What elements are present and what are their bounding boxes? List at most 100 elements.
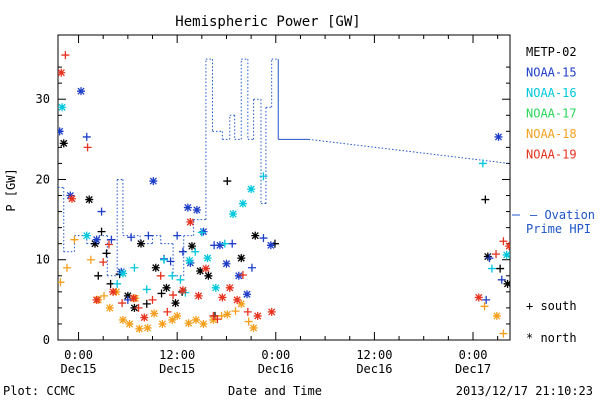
data-point-north: [92, 295, 101, 304]
data-point-north: [150, 309, 159, 318]
data-point-south: [97, 207, 106, 216]
data-point-south: [478, 159, 487, 168]
data-point-north: [186, 258, 195, 267]
data-point-south: [97, 227, 106, 236]
series-noaa-16: [58, 103, 510, 297]
data-point-north: [229, 209, 238, 218]
data-point-north: [85, 195, 94, 204]
data-point-south: [173, 231, 182, 240]
data-point-north: [143, 323, 152, 332]
data-point-north: [135, 324, 144, 333]
data-point-north: [234, 271, 243, 280]
data-point-south: [217, 311, 226, 320]
data-point-north: [130, 303, 139, 312]
data-point-north: [251, 231, 260, 240]
legend-entry-noaa-16: NOAA-16: [526, 86, 577, 100]
data-point-north: [237, 299, 246, 308]
x-tick-label-date: Dec17: [455, 362, 491, 376]
data-point-north: [92, 235, 101, 244]
data-point-south: [70, 235, 79, 244]
data-point-north: [211, 283, 220, 292]
data-point-north: [168, 315, 177, 324]
data-point-south: [61, 51, 70, 60]
data-point-south: [94, 271, 103, 280]
data-point-north: [215, 241, 224, 250]
data-point-north: [222, 259, 231, 268]
data-point-south: [197, 228, 206, 237]
legend-symbol-north: * north: [526, 331, 577, 345]
data-point-north: [58, 103, 67, 112]
data-point-north: [58, 68, 66, 77]
data-point-north: [505, 242, 510, 251]
data-point-north: [266, 241, 275, 250]
data-point-south: [142, 285, 151, 294]
data-point-south: [163, 307, 172, 316]
data-point-north: [137, 239, 146, 248]
data-point-south: [130, 263, 139, 272]
data-point-north: [494, 132, 503, 141]
data-point-south: [497, 275, 506, 284]
data-point-north: [203, 254, 212, 263]
data-point-south: [160, 255, 169, 264]
data-point-south: [144, 231, 153, 240]
y-axis-label: P [GW]: [4, 168, 18, 211]
data-point-south: [247, 263, 256, 272]
data-point-north: [171, 299, 180, 308]
data-point-south: [104, 240, 113, 249]
satellite-data-points: [58, 51, 510, 338]
data-point-south: [244, 317, 253, 326]
data-point-south: [86, 255, 95, 264]
data-point-north: [186, 218, 195, 227]
data-point-north: [82, 231, 91, 240]
y-axis-ticks: 0 10 20 30: [36, 66, 510, 347]
data-point-south: [148, 295, 157, 304]
data-point-north: [209, 315, 218, 324]
data-point-north: [173, 311, 182, 320]
data-point-south: [481, 195, 490, 204]
data-point-north: [196, 266, 205, 275]
legend-entry-ovation-sub: Prime HPI: [526, 222, 591, 236]
x-tick-label-time: 12:00: [356, 348, 392, 362]
data-point-south: [492, 250, 501, 259]
data-point-south: [231, 307, 240, 316]
data-point-north: [267, 307, 276, 316]
data-point-south: [127, 233, 136, 242]
data-point-north: [502, 250, 510, 259]
data-point-north: [185, 256, 194, 265]
data-point-north: [243, 290, 252, 299]
legend-entry-ovation: – Ovation: [530, 208, 595, 222]
data-point-south: [58, 278, 65, 287]
data-point-north: [183, 203, 192, 212]
data-point-north: [105, 303, 114, 312]
data-point-south: [83, 143, 92, 152]
data-point-south: [107, 235, 116, 244]
legend-entry-metp-02: METP-02: [526, 45, 577, 59]
y-tick-label: 0: [43, 333, 50, 347]
legend: METP-02 NOAA-15 NOAA-16 NOAA-17 NOAA-18 NOAA-…: [512, 45, 595, 345]
legend-entry-noaa-15: NOAA-15: [526, 66, 577, 80]
data-point-south: [100, 291, 109, 300]
data-point-south: [259, 234, 268, 243]
data-point-north: [503, 279, 510, 288]
data-point-north: [204, 271, 213, 280]
data-point-north: [59, 139, 68, 148]
data-point-north: [90, 239, 99, 248]
data-point-south: [118, 299, 127, 308]
x-tick-label-time: 0:00: [64, 348, 93, 362]
y-tick-label: 10: [36, 253, 50, 267]
data-point-south: [169, 291, 178, 300]
data-point-south: [191, 247, 200, 256]
data-point-north: [66, 191, 75, 200]
data-point-north: [178, 286, 187, 295]
x-tick-label-time: 12:00: [159, 348, 195, 362]
chart-title: Hemispheric Power [GW]: [175, 14, 360, 30]
data-point-north: [192, 315, 201, 324]
legend-entry-noaa-17: NOAA-17: [526, 107, 577, 121]
data-point-north: [67, 194, 76, 203]
data-point-north: [162, 283, 171, 292]
data-point-north: [184, 319, 193, 328]
ovation-hpi-segment: [588, 59, 598, 171]
data-point-north: [218, 293, 227, 302]
data-point-south: [176, 275, 185, 284]
